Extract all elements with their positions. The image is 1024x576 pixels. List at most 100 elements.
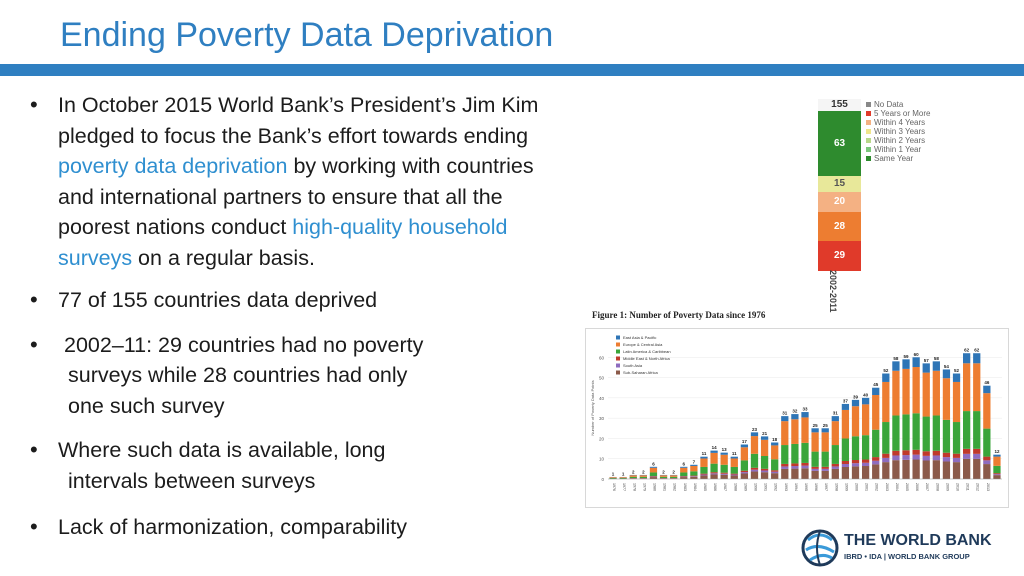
x-tick-label: 1999 (844, 483, 848, 491)
bar-total-label: 14 (712, 445, 718, 450)
status-segment-3: 28 (818, 212, 861, 242)
bar-segment (861, 462, 870, 467)
status-legend-item: Within 2 Years (866, 136, 930, 145)
globe-icon (801, 529, 839, 567)
bar-segment (841, 460, 850, 464)
bar-segment (922, 460, 930, 479)
x-tick-label: 1990 (753, 483, 757, 491)
bar-segment (963, 363, 971, 412)
bar-segment (771, 471, 779, 474)
x-tick-label: 1995 (804, 483, 808, 491)
bar-segment (912, 367, 920, 414)
bar-segment (609, 477, 617, 478)
legend-label: 5 Years or More (874, 109, 931, 118)
bar-segment (771, 442, 779, 446)
bar-segment (700, 458, 708, 467)
bar-segment (882, 381, 890, 423)
chart-legend-swatch (616, 356, 620, 361)
bar-segment (710, 472, 718, 474)
bar-segment (851, 463, 860, 467)
bar-total-label: 12 (994, 449, 1000, 454)
bar-segment (841, 403, 850, 410)
bar-segment (973, 353, 981, 364)
bar-segment (851, 460, 860, 464)
x-tick-label: 1988 (733, 483, 737, 491)
bar-segment (760, 439, 769, 456)
bar-segment (993, 456, 1001, 466)
bar-segment (629, 475, 637, 477)
bar-segment (861, 397, 870, 405)
legend-swatch (866, 111, 871, 116)
bar-total-label: 2 (662, 469, 665, 474)
bar-segment (841, 438, 850, 461)
status-legend: No Data 5 Years or More Within 4 Years With… (866, 100, 930, 163)
bar-segment (872, 457, 880, 461)
bar-total-label: 13 (722, 447, 728, 452)
bar-segment (670, 478, 678, 479)
bar-total-label: 62 (964, 348, 970, 353)
bar-segment (983, 385, 991, 394)
bar-segment (892, 455, 900, 461)
bar-segment (952, 422, 961, 454)
bar-segment (811, 428, 819, 433)
x-tick-label: 1979 (642, 483, 646, 491)
x-tick-label: 1982 (673, 483, 677, 491)
bar-total-label: 32 (792, 409, 798, 414)
bullet-countries-deprived: 77 of 155 countries data deprived (30, 285, 570, 316)
bar-segment (811, 451, 819, 467)
bar-segment (821, 470, 829, 479)
bar-segment (781, 421, 789, 446)
bar-segment (791, 466, 799, 469)
bar-segment (841, 463, 850, 467)
bar-segment (912, 459, 920, 479)
bar-segment (710, 474, 718, 479)
bar-segment (740, 460, 749, 471)
x-tick-label: 2008 (935, 483, 939, 491)
bar-segment (952, 453, 961, 458)
bar-segment (902, 459, 910, 479)
bar-segment (690, 465, 698, 472)
x-tick-label: 1998 (834, 483, 838, 491)
bar-total-label: 58 (934, 356, 940, 361)
bar-total-label: 54 (944, 364, 950, 369)
bar-segment (730, 474, 738, 476)
y-tick-label: 40 (599, 396, 605, 401)
chart-legend-label: Middle East & North Africa (623, 356, 670, 361)
y-axis-label: Number of Poverty Data Points (590, 380, 595, 435)
bar-segment (771, 445, 779, 460)
legend-label: Same Year (874, 154, 914, 163)
bar-segment (892, 460, 900, 479)
bar-segment (781, 445, 789, 464)
chart-legend-swatch (616, 349, 620, 354)
bar-segment (750, 432, 759, 437)
bar-total-label: 6 (683, 461, 686, 466)
bar-total-label: 31 (833, 411, 839, 416)
bar-segment (861, 466, 870, 479)
bar-segment (740, 470, 749, 473)
y-tick-label: 10 (599, 457, 605, 462)
bar-segment (740, 447, 749, 461)
bar-segment (993, 475, 1001, 479)
bar-segment (781, 466, 789, 469)
bar-segment (942, 369, 951, 379)
highlight-poverty-data-deprivation: poverty data deprivation (58, 154, 288, 178)
x-tick-label: 1978 (632, 483, 636, 491)
bar-total-label: 6 (652, 461, 655, 466)
bar-segment (811, 468, 819, 471)
bar-segment (831, 416, 839, 422)
bar-segment (902, 414, 910, 451)
bar-segment (690, 476, 698, 477)
status-legend-item: Within 3 Years (866, 127, 930, 136)
y-tick-label: 0 (601, 477, 604, 482)
bar-segment (973, 458, 981, 479)
legend-label: Within 4 Years (874, 118, 926, 127)
bar-segment (639, 476, 647, 479)
chart-legend-swatch (616, 363, 620, 368)
bar-total-label: 60 (914, 352, 920, 357)
bar-segment (670, 476, 678, 479)
bar-segment (821, 432, 829, 452)
bar-segment (750, 453, 759, 468)
bar-segment (720, 464, 728, 473)
bar-segment (892, 450, 900, 456)
bar-segment (912, 357, 920, 368)
